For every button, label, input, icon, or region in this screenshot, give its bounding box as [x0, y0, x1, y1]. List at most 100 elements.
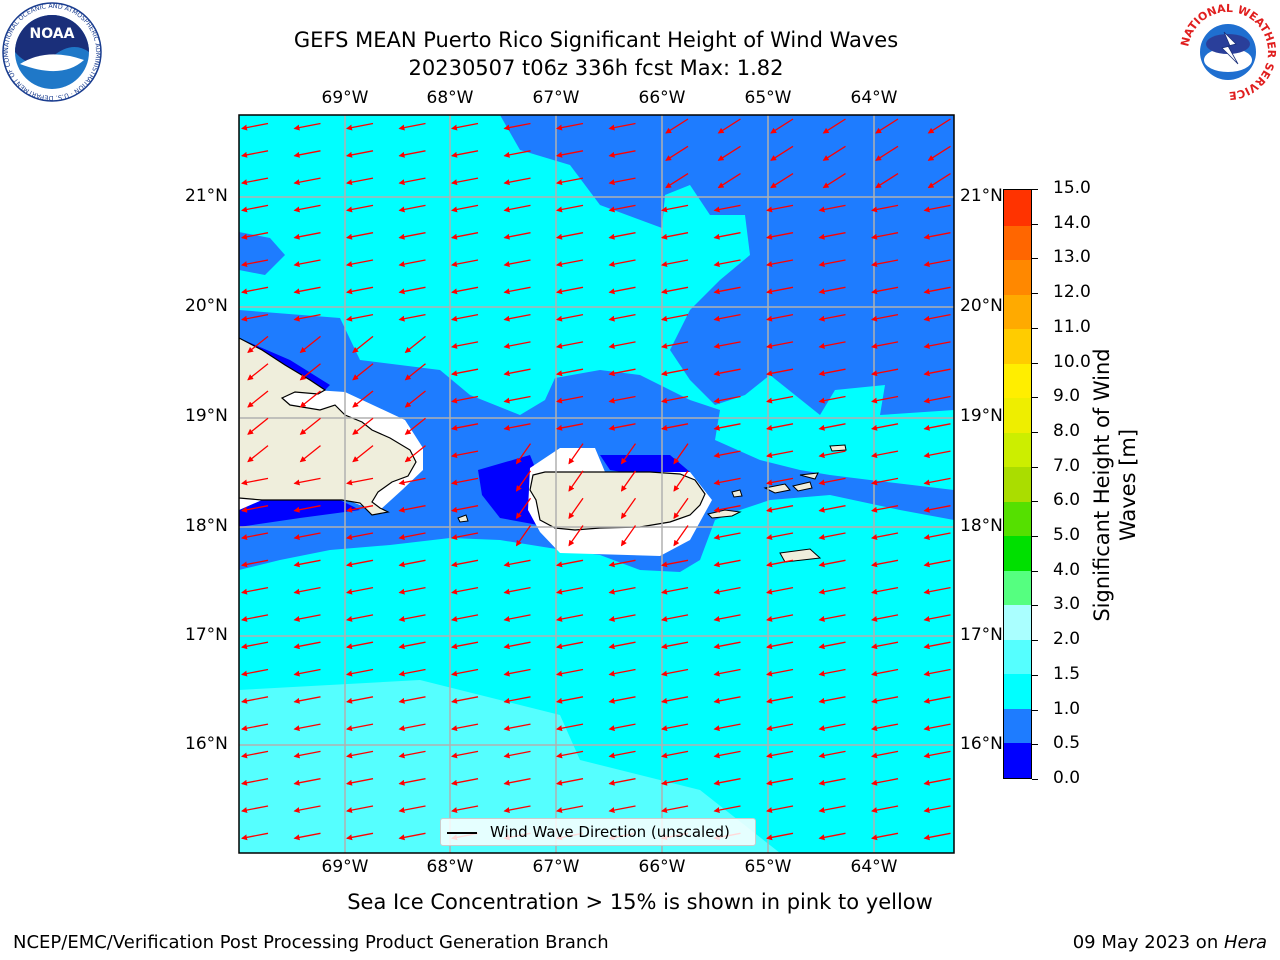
wave-direction-arrow	[352, 417, 374, 435]
wave-direction-arrow	[451, 559, 479, 568]
wave-direction-arrow	[293, 559, 321, 568]
wave-direction-arrow	[241, 505, 269, 513]
colorbar-title-line1: Significant Height of Wind	[1090, 348, 1114, 622]
wave-direction-arrow	[241, 177, 269, 186]
wave-direction-arrow	[766, 204, 794, 213]
wave-direction-arrow	[556, 150, 584, 158]
wave-direction-arrow	[293, 286, 321, 295]
wave-field-blue-w	[239, 232, 285, 275]
wave-direction-arrow	[346, 177, 374, 186]
wave-field-darkblue-hispaniola-s	[239, 500, 360, 527]
legend-label: Wind Wave Direction (unscaled)	[490, 823, 730, 841]
wave-direction-arrow	[293, 313, 321, 322]
wave-direction-arrow	[871, 341, 899, 349]
wave-direction-arrow	[620, 525, 637, 547]
wave-direction-arrow	[451, 204, 479, 213]
wave-direction-arrow	[661, 559, 689, 568]
lat-label-right: 19°N	[960, 406, 1003, 426]
wave-direction-arrow	[608, 341, 636, 349]
wave-direction-arrow	[346, 286, 374, 295]
wave-direction-arrow	[503, 232, 531, 240]
wave-direction-arrow	[766, 450, 794, 459]
wave-direction-arrow	[923, 778, 951, 786]
lon-label-top: 66°W	[638, 88, 686, 108]
wave-direction-arrow	[556, 259, 584, 268]
wave-direction-arrow	[871, 586, 899, 595]
colorbar-tick-label: 11.0	[1053, 316, 1091, 337]
colorbar-tick-mark	[1032, 744, 1038, 746]
lon-label-bottom: 66°W	[638, 857, 686, 877]
wave-direction-arrow	[923, 532, 951, 541]
wave-direction-arrow	[713, 750, 741, 759]
wave-direction-arrow	[503, 423, 531, 431]
wave-direction-arrow	[713, 586, 741, 595]
wave-direction-arrow	[247, 363, 269, 381]
wave-field-blue-central	[239, 310, 954, 572]
wave-direction-arrow	[451, 313, 479, 322]
colorbar-title: Significant Height of Wind Waves [m]	[1089, 348, 1141, 621]
wave-direction-arrow	[923, 614, 951, 622]
wave-direction-arrow	[766, 832, 794, 841]
colorbar	[1003, 189, 1032, 779]
wave-direction-arrow	[451, 341, 479, 349]
wave-direction-arrow	[766, 750, 794, 759]
wave-direction-arrow	[451, 177, 479, 186]
wave-direction-arrow	[241, 750, 269, 759]
wave-direction-arrow	[923, 832, 951, 841]
wave-direction-arrow	[871, 614, 899, 622]
wave-direction-arrow	[766, 668, 794, 677]
wave-direction-arrow	[661, 723, 689, 732]
wave-direction-arrow	[818, 423, 846, 431]
wave-direction-arrow	[451, 423, 479, 431]
wave-direction-arrow	[241, 723, 269, 732]
colorbar-tick-mark	[1032, 605, 1038, 607]
wave-direction-arrow	[770, 118, 794, 134]
wave-direction-arrow	[608, 122, 636, 131]
wave-direction-arrow	[451, 668, 479, 677]
wave-direction-arrow	[503, 150, 531, 158]
wave-direction-arrow	[346, 232, 374, 240]
wave-direction-arrow	[556, 122, 584, 131]
map-legend: Wind Wave Direction (unscaled)	[440, 818, 756, 846]
wave-direction-arrow	[398, 532, 426, 541]
wave-direction-arrow	[451, 150, 479, 158]
wave-direction-arrow	[713, 641, 741, 650]
wave-direction-arrow	[346, 586, 374, 595]
colorbar-tick-mark	[1032, 189, 1038, 190]
colorbar-tick-mark	[1032, 536, 1038, 538]
wave-direction-arrow	[661, 614, 689, 622]
wave-direction-arrow	[766, 259, 794, 268]
wave-field-light-cyan	[239, 680, 780, 853]
wave-direction-arrow	[503, 395, 531, 404]
wave-direction-arrow	[766, 395, 794, 404]
wave-direction-arrow	[556, 395, 584, 404]
wave-direction-arrow	[871, 805, 899, 814]
wave-direction-arrow	[717, 173, 741, 189]
colorbar-tick-mark	[1032, 709, 1038, 711]
wave-direction-arrow	[766, 696, 794, 704]
lon-label-bottom: 64°W	[850, 857, 898, 877]
wave-direction-arrow	[293, 723, 321, 732]
wave-direction-arrow	[346, 668, 374, 677]
wave-direction-arrow	[293, 204, 321, 213]
wave-direction-arrow	[608, 368, 636, 377]
wave-direction-arrow	[293, 232, 321, 240]
noaa-logo-text: NOAA	[30, 26, 75, 42]
wave-direction-arrow	[451, 505, 479, 513]
wave-direction-arrow	[923, 368, 951, 377]
wave-direction-arrow	[451, 368, 479, 377]
wave-direction-arrow	[568, 470, 584, 492]
wave-direction-arrow	[766, 614, 794, 622]
colorbar-tick-label: 8.0	[1053, 420, 1081, 441]
wave-direction-arrow	[923, 696, 951, 704]
colorbar-tick-label: 9.0	[1053, 386, 1081, 407]
colorbar-cell	[1004, 294, 1031, 330]
wave-direction-arrow	[503, 750, 531, 759]
wave-direction-arrow	[398, 150, 426, 158]
wave-direction-arrow	[241, 778, 269, 786]
wave-direction-arrow	[299, 417, 321, 435]
wave-direction-arrow	[556, 341, 584, 349]
wave-direction-arrow	[247, 335, 269, 354]
colorbar-tick-label: 0.0	[1053, 768, 1081, 788]
wave-direction-arrow	[608, 805, 636, 814]
